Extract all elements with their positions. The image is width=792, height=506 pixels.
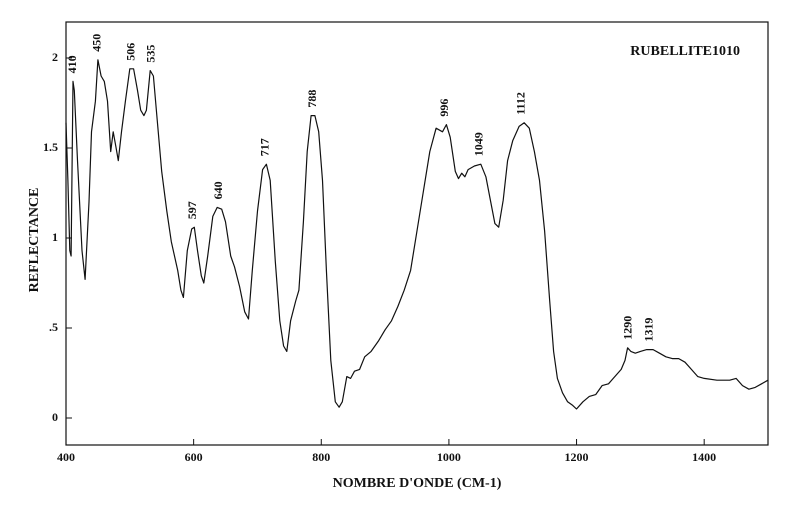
- peak-label: 506: [123, 43, 137, 61]
- peak-label: 410: [65, 55, 79, 73]
- peak-label: 535: [143, 45, 157, 63]
- peak-label: 640: [211, 181, 225, 199]
- x-axis-label: NOMBRE D'ONDE (CM-1): [333, 476, 502, 491]
- y-tick-label: 0: [52, 410, 58, 424]
- x-tick-label: 1400: [692, 450, 716, 464]
- peak-label: 597: [185, 201, 199, 219]
- x-tick-label: 400: [57, 450, 75, 464]
- x-tick-label: 1200: [565, 450, 589, 464]
- peak-label: 450: [90, 34, 104, 52]
- y-axis-label: REFLECTANCE: [27, 188, 42, 293]
- peak-label: 717: [258, 138, 272, 156]
- peak-label: 1319: [642, 318, 656, 342]
- x-tick-label: 600: [185, 450, 203, 464]
- y-tick-label: 2: [52, 50, 58, 64]
- plot-frame: [65, 21, 769, 446]
- y-tick-label: 1.5: [43, 140, 58, 154]
- peak-label: 1290: [621, 316, 635, 340]
- x-tick-label: 800: [312, 450, 330, 464]
- spectrum-line: [65, 59, 769, 410]
- y-tick-label: 1: [52, 230, 58, 244]
- peak-label: 996: [437, 99, 451, 117]
- chart-title: RUBELLITE1010: [630, 44, 740, 59]
- peak-label: 788: [305, 90, 319, 108]
- x-tick-label: 1000: [437, 450, 461, 464]
- y-tick-label: .5: [49, 320, 58, 334]
- peak-label: 1112: [513, 92, 527, 115]
- peak-label: 1049: [471, 132, 485, 156]
